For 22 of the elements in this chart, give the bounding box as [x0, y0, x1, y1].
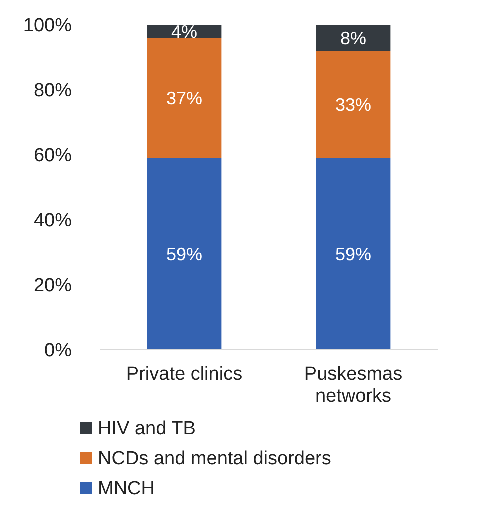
legend-label: HIV and TB [98, 418, 196, 440]
y-tick-label: 80% [34, 80, 72, 102]
bar [147, 158, 222, 350]
y-tick-label: 20% [34, 276, 72, 297]
x-tick-label: Puskesmas networks [304, 364, 403, 407]
legend-label: NCDs and mental disorders [98, 448, 332, 470]
y-tick-label: 60% [34, 146, 72, 167]
bar [316, 158, 391, 350]
bar [316, 25, 391, 51]
x-tick-label: Private clinics [126, 364, 243, 385]
data-label: 4% [171, 22, 198, 42]
y-tick-label: 0% [44, 340, 72, 362]
y-tick-label: 40% [34, 210, 72, 232]
bar [147, 38, 222, 158]
legend-label: MNCH [98, 478, 155, 500]
data-label: 8% [340, 28, 367, 48]
data-label: 37% [166, 88, 203, 108]
bar [316, 51, 391, 158]
y-tick-label: 100% [23, 16, 72, 37]
data-label: 33% [335, 94, 372, 115]
data-label: 59% [335, 244, 372, 264]
data-label: 59% [166, 244, 203, 264]
